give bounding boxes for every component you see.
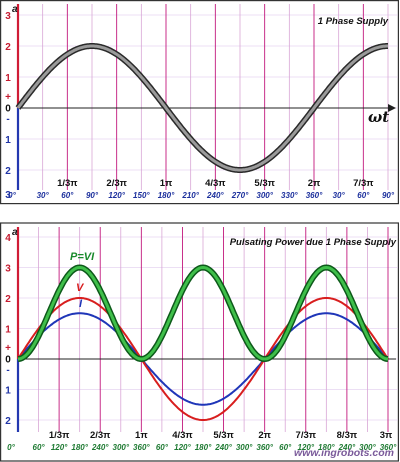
chart1-degree-tick-label: 120° xyxy=(108,191,125,200)
chart1-y-axis-label: a xyxy=(12,4,18,15)
chart1-y-tick-label: - xyxy=(6,114,9,125)
chart2-y-tick-label: 4 xyxy=(5,233,11,244)
chart1-degree-tick-label: 150° xyxy=(133,191,150,200)
series-label-v: V xyxy=(76,282,85,294)
chart2-y-tick-label: 2 xyxy=(5,416,11,427)
chart1-degree-tick-label: 180° xyxy=(158,191,175,200)
chart2-y-tick-label: 1 xyxy=(5,386,11,397)
chart2-pi-tick-label: 3π xyxy=(380,430,393,441)
chart2-degree-tick-label: 240° xyxy=(338,443,356,452)
chart2-degree-tick-label: 120° xyxy=(298,443,315,452)
chart1-degree-tick-label: 210° xyxy=(181,191,199,200)
chart1-x-axis-arrow xyxy=(388,104,396,112)
chart2-series-p-line xyxy=(17,266,389,361)
chart2-degree-tick-label: 360° xyxy=(133,443,150,452)
chart1-y-tick-label: 2 xyxy=(5,42,11,53)
chart1-degree-tick-label: 60° xyxy=(357,191,370,200)
chart1-x-axis-label: ωt xyxy=(368,108,389,126)
chart2-tick-labels: 4 3 2 1 +0- 1 2 1/3π 2/3π 1π 4/3π 5/3π 2π 7/3π 8/3π 3π 0… xyxy=(5,233,397,452)
chart2-pi-tick-label: 4/3π xyxy=(172,430,193,441)
chart1-degree-tick-label: 0° xyxy=(8,191,16,200)
chart1-pi-tick-label: 1/3π xyxy=(57,178,78,189)
chart2-pi-tick-label: 2π xyxy=(258,430,271,441)
chart2-y-tick-label: 2 xyxy=(5,294,11,305)
chart2-pi-tick-label: 5/3π xyxy=(213,430,234,441)
chart1-sine-line xyxy=(16,44,388,172)
chart1-y-tick-label: 3 xyxy=(5,190,11,201)
chart1-degree-tick-label: 360° xyxy=(306,191,323,200)
chart2-degree-tick-label: 180° xyxy=(318,443,335,452)
chart1-pi-tick-label: 2/3π xyxy=(106,178,127,189)
chart1-axes xyxy=(16,4,396,190)
chart1-y-tick-label: 3 xyxy=(5,11,11,22)
chart1-degree-tick-label: 300° xyxy=(256,191,273,200)
chart2-y-tick-label: 3 xyxy=(5,264,11,275)
chart1-title: 1 Phase Supply xyxy=(318,16,389,27)
chart2-pi-tick-label: 2/3π xyxy=(90,430,111,441)
chart1-y-tick-label: 1 xyxy=(5,73,11,84)
series-label-p-vi: P=VI xyxy=(70,251,95,263)
chart1-pi-tick-label: 2π xyxy=(308,178,321,189)
chart2-axes xyxy=(16,227,396,432)
chart2-frame xyxy=(0,222,399,462)
chart2-degree-tick-label: 300° xyxy=(113,443,130,452)
chart1-degree-tick-label: 270° xyxy=(231,191,249,200)
chart2-y-axis-label: a xyxy=(12,227,18,238)
chart1-degree-tick-label: 330° xyxy=(281,191,298,200)
chart1-tick-labels: 3 2 1 +0- 1 2 3 1/3π 2/3π 1π 4/3π 5/3π 2π 7/3π 0° 30° 60… xyxy=(5,11,395,201)
chart2-degree-tick-label: 300° xyxy=(359,443,376,452)
chart1-degree-tick-label: 240° xyxy=(206,191,224,200)
chart2-title: Pulsating Power due 1 Phase Supply xyxy=(230,237,397,248)
chart1-degree-tick-label: 30° xyxy=(37,191,50,200)
chart1-y-tick-label: 1 xyxy=(5,135,11,146)
chart1-degree-tick-label: 60° xyxy=(61,191,74,200)
chart2-y-tick-label: - xyxy=(6,365,9,376)
chart2-degree-tick-label: 360° xyxy=(256,443,273,452)
chart2-degree-tick-label: 180° xyxy=(71,443,88,452)
chart1-pi-tick-label: 7/3π xyxy=(353,178,374,189)
chart2-degree-tick-label: 180° xyxy=(195,443,212,452)
chart2-degree-tick-label: 300° xyxy=(236,443,253,452)
chart1-series xyxy=(15,43,390,173)
chart1-pi-tick-label: 1π xyxy=(160,178,173,189)
chart2-series-v-line xyxy=(17,297,389,421)
chart2-degree-tick-label: 240° xyxy=(214,443,232,452)
chart1-degree-tick-label: 30° xyxy=(333,191,346,200)
chart2-y-tick-label: 0 xyxy=(5,355,11,366)
chart1-degree-tick-label: 90° xyxy=(86,191,99,200)
chart1-pi-tick-label: 5/3π xyxy=(254,178,275,189)
chart2-pi-tick-label: 1/3π xyxy=(49,430,70,441)
chart2-degree-tick-label: 120° xyxy=(174,443,191,452)
chart2-degree-tick-label: 0° xyxy=(7,443,15,452)
chart2-pi-tick-label: 7/3π xyxy=(296,430,317,441)
chart2-degree-tick-label: 60° xyxy=(279,443,292,452)
chart2-y-tick-label: + xyxy=(5,343,11,354)
chart2-degree-tick-label: 240° xyxy=(91,443,109,452)
watermark: www.ingrobots.com xyxy=(294,447,394,459)
chart2-degree-tick-label: 60° xyxy=(33,443,46,452)
chart2-y-tick-label: 1 xyxy=(5,325,11,336)
chart2-pi-tick-label: 8/3π xyxy=(337,430,358,441)
chart2-degree-tick-label: 60° xyxy=(156,443,169,452)
chart2-degree-tick-label: 120° xyxy=(51,443,68,452)
chart1-y-tick-label: + xyxy=(5,92,11,103)
chart2-pi-tick-label: 1π xyxy=(135,430,148,441)
chart1-pi-tick-label: 4/3π xyxy=(205,178,226,189)
chart1-degree-tick-label: 90° xyxy=(382,191,395,200)
chart2-series xyxy=(16,264,390,421)
chart2-degree-tick-label: 360° xyxy=(380,443,397,452)
chart2-series-i-line xyxy=(17,312,389,406)
series-label-i: I xyxy=(79,298,83,310)
chart1-y-tick-label: 0 xyxy=(5,104,11,115)
chart1-y-tick-label: 2 xyxy=(5,166,11,177)
